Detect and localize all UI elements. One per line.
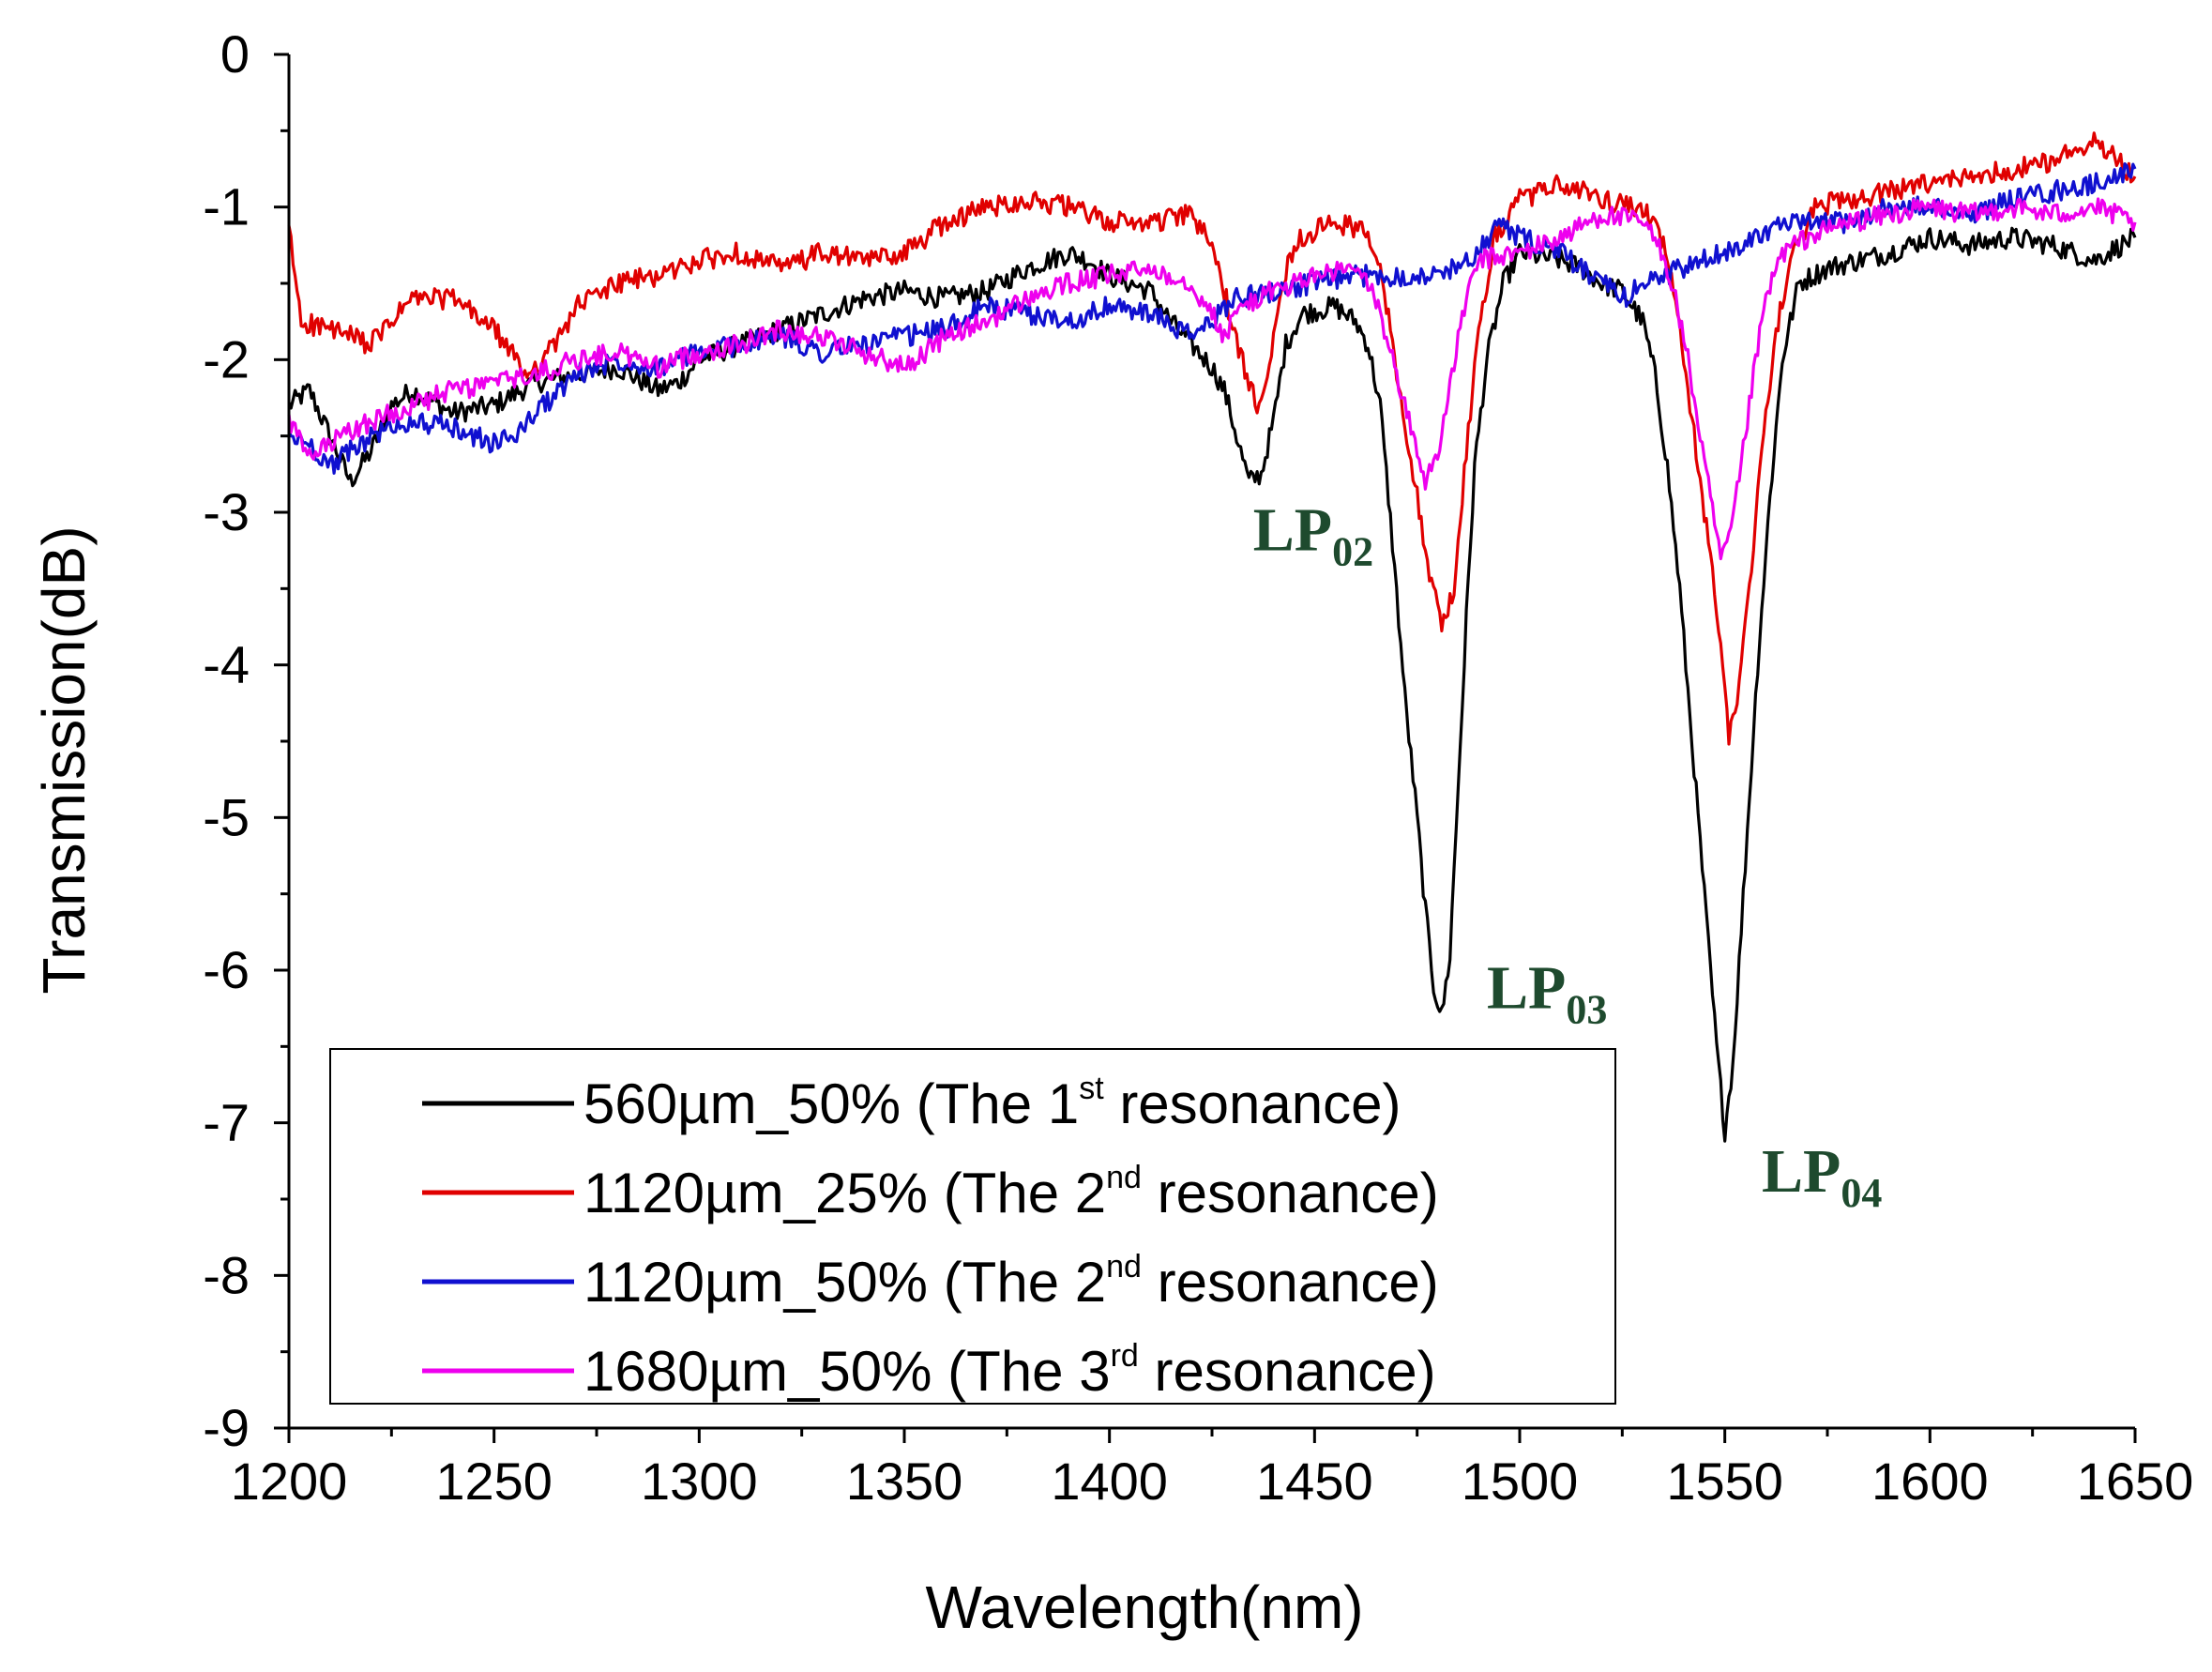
legend-items: 560µm_50% (The 1st resonance) 1120µm_25% … [422, 1071, 1439, 1403]
legend-label-2: 1120µm_25% (The 2nd resonance) [583, 1160, 1439, 1224]
y-tick-label: -7 [203, 1093, 250, 1152]
y-tick-label: -2 [203, 329, 250, 388]
y-tick-label: -1 [203, 177, 250, 236]
mode-label-lp03: LP03 [1487, 954, 1607, 1033]
ticks: 1200 1250 1300 1350 1400 1450 1500 1550 1600 1650… [203, 24, 2193, 1511]
series-line-2 [287, 131, 2137, 746]
mode-label-lp02: LP02 [1253, 496, 1373, 575]
x-tick-label: 1400 [1051, 1452, 1168, 1511]
x-tick-label: 1650 [2077, 1452, 2194, 1511]
x-tick-label: 1350 [846, 1452, 963, 1511]
mode-annotations: LP02 LP03 LP04 [1253, 496, 1883, 1216]
legend: 560µm_50% (The 1st resonance) 1120µm_25% … [329, 1048, 1616, 1405]
legend-label-4: 1680µm_50% (The 3rd resonance) [583, 1338, 1436, 1403]
x-tick-label: 1300 [641, 1452, 758, 1511]
x-axis-title: Wavelength(nm) [925, 1573, 1363, 1641]
y-axis-title: Transmission(dB) [30, 525, 98, 994]
x-tick-label: 1550 [1666, 1452, 1783, 1511]
x-tick-label: 1600 [1871, 1452, 1989, 1511]
x-tick-label: 1250 [435, 1452, 553, 1511]
legend-box [329, 1048, 1616, 1405]
y-tick-label: -3 [203, 482, 250, 541]
y-tick-label: -8 [203, 1245, 250, 1304]
y-tick-label: -9 [203, 1398, 250, 1457]
series-line-4 [287, 197, 2137, 561]
x-tick-label: 1500 [1462, 1452, 1579, 1511]
y-tick-label: -5 [203, 787, 250, 846]
x-tick-label: 1450 [1256, 1452, 1373, 1511]
y-tick-label: -4 [203, 635, 250, 694]
legend-label-3: 1120µm_50% (The 2nd resonance) [583, 1249, 1439, 1314]
y-tick-label: 0 [220, 24, 250, 84]
y-tick-label: -6 [203, 940, 250, 999]
x-tick-label: 1200 [231, 1452, 348, 1511]
legend-label-1: 560µm_50% (The 1st resonance) [583, 1071, 1401, 1135]
series-layer [287, 131, 2137, 1143]
mode-label-lp04: LP04 [1762, 1137, 1882, 1216]
